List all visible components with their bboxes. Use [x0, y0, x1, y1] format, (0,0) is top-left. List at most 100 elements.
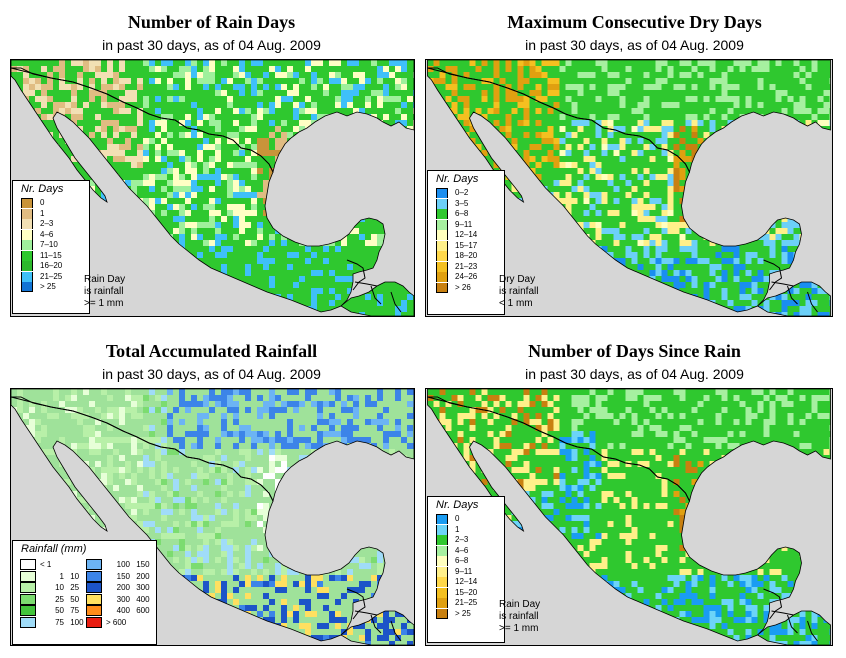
legend-label: 0 [455, 514, 460, 523]
legend-label: 75 100 [55, 617, 84, 627]
country-border [346, 588, 366, 620]
legend-swatch [86, 570, 102, 582]
legend-item: 0 [428, 514, 504, 525]
legend-label: 15–17 [455, 240, 478, 250]
country-border [346, 259, 366, 291]
panel-title: Total Accumulated Rainfall [105, 341, 318, 361]
panel-days-since-rain: Number of Days Since Rain in past 30 day… [423, 329, 846, 658]
legend-item: 0–2 [428, 188, 504, 199]
legend-label: > 25 [455, 608, 471, 618]
legend-swatch [436, 240, 448, 251]
note-line: >= 1 mm [499, 623, 539, 634]
legend-items: 0 1 2–3 4–6 7–10 11–15 16–20 21–25 > 25 [13, 198, 89, 293]
legend-swatch [20, 570, 36, 582]
legend-item: 6–8 [428, 209, 504, 220]
country-border [390, 620, 402, 642]
legend-item: 0 [13, 198, 89, 209]
legend-item: 18–20 [428, 251, 504, 262]
legend-item: > 26 [428, 282, 504, 294]
legend-item: 9–11 [428, 566, 504, 578]
definition-note: Dry Day is rainfall < 1 mm [499, 274, 538, 310]
legend-swatch [21, 250, 33, 261]
country-border [11, 396, 274, 502]
legend-label: 200 300 [116, 583, 150, 592]
panel-subtitle: in past 30 days, as of 04 Aug. 2009 [102, 366, 321, 382]
country-border [807, 291, 818, 313]
note-line: Dry Day [499, 274, 536, 285]
legend-swatch [436, 566, 448, 577]
country-border [763, 588, 783, 620]
legend-swatch [436, 209, 448, 219]
legend-item: 11–15 [13, 250, 89, 262]
country-border [807, 620, 818, 642]
legend-item: 2–3 [13, 219, 89, 230]
legend-swatch [436, 514, 448, 524]
country-border [763, 259, 783, 291]
legend-label: 300 400 [116, 594, 150, 604]
legend-items: 0–2 3–5 6–8 9–11 12–14 15–17 18–20 21–23 24–26 > … [428, 188, 504, 293]
legend: Rainfall (mm) < 1 1 10 10 25 25 50 50 75 75 1… [12, 540, 157, 645]
legend-item: 12–14 [428, 577, 504, 588]
legend-label: 21–25 [40, 271, 63, 281]
legend-label: 2–3 [455, 535, 469, 544]
panel-subtitle: in past 30 days, as of 04 Aug. 2009 [525, 37, 744, 53]
legend-item: 16–20 [13, 261, 89, 272]
note-line: is rainfall [499, 611, 539, 622]
legend-item: 3–5 [428, 198, 504, 210]
legend-label: 0 [40, 198, 45, 207]
country-border [11, 67, 274, 173]
legend-label: 18–20 [455, 251, 478, 260]
legend-label: > 600 [106, 617, 127, 627]
legend-label: 9–11 [455, 566, 473, 576]
legend-label: 16–20 [40, 261, 63, 270]
legend-swatch [436, 535, 448, 545]
legend-label: 25 50 [55, 594, 80, 604]
legend-label: 100 150 [116, 560, 150, 569]
legend-item: 12–14 [428, 230, 504, 241]
panel-dry-days: Maximum Consecutive Dry Days in past 30 … [423, 0, 846, 329]
legend-label: 1 10 [59, 571, 80, 581]
legend-title: Nr. Days [436, 499, 479, 511]
legend-item: 1 [428, 524, 504, 536]
country-border [390, 291, 402, 313]
legend-item: 4–6 [13, 229, 89, 241]
legend-item: 24–26 [428, 272, 504, 283]
legend-label: 150 200 [116, 571, 150, 581]
legend-swatch [20, 593, 36, 605]
legend-item: > 25 [13, 282, 89, 293]
legend-swatch [21, 282, 33, 292]
legend-label: 15–20 [455, 587, 478, 597]
coastline [756, 610, 831, 645]
legend-swatch [20, 616, 36, 628]
legend-swatch [436, 556, 448, 566]
legend-title: Rainfall (mm) [21, 543, 87, 555]
legend-label: 4–6 [40, 229, 54, 239]
country-border [771, 610, 794, 616]
legend-label: 12–14 [455, 577, 478, 586]
country-border [427, 396, 690, 502]
legend-item: > 25 [428, 608, 504, 620]
note-line: < 1 mm [499, 298, 533, 309]
legend-label: 9–11 [455, 219, 473, 229]
legend-title: Nr. Days [21, 183, 64, 195]
legend-item: 7–10 [13, 240, 89, 251]
country-border [787, 285, 798, 305]
legend-label: 6–8 [455, 556, 469, 565]
legend-label: 2–3 [40, 219, 54, 228]
legend-swatch [21, 229, 33, 240]
country-border [370, 285, 382, 305]
legend-item: 2–3 [428, 535, 504, 546]
legend-swatch [20, 605, 36, 616]
legend-item: 6–8 [428, 556, 504, 567]
legend-swatch [21, 219, 33, 229]
legend-label: 24–26 [455, 272, 478, 281]
legend-label: 6–8 [455, 209, 469, 218]
legend-label: 1 [455, 524, 460, 534]
legend-label: 7–10 [40, 240, 58, 249]
legend-swatch [436, 598, 448, 608]
legend-swatch [436, 577, 448, 587]
legend-swatch [436, 587, 448, 598]
note-line: is rainfall [499, 286, 539, 297]
legend-swatch [86, 605, 102, 616]
coastline [756, 281, 831, 316]
